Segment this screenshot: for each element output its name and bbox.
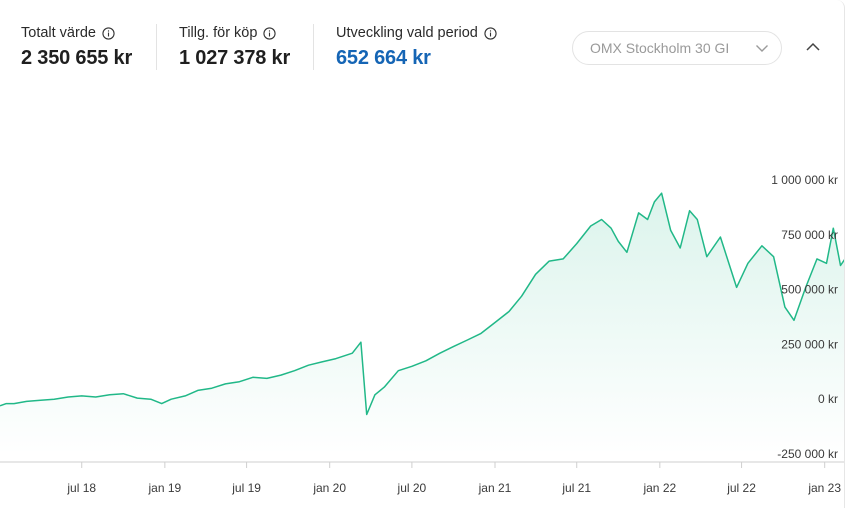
card-border — [837, 0, 845, 508]
y-tick-label: 500 000 kr — [781, 283, 838, 297]
series-line — [0, 192, 845, 416]
stat-label: Tillg. för köp — [179, 25, 258, 41]
x-tick-label: jan 21 — [478, 481, 512, 495]
x-tick-label: jan 20 — [312, 481, 346, 495]
y-tick-label: 0 kr — [818, 392, 838, 406]
x-tick-label: jul 20 — [397, 481, 427, 495]
y-tick-label: -250 000 kr — [777, 447, 838, 461]
y-tick-label: 750 000 kr — [781, 228, 838, 242]
stat-total-value: Totalt värde 2 350 655 kr — [21, 24, 132, 70]
x-tick-label: jan 22 — [642, 481, 676, 495]
stat-label: Totalt värde — [21, 25, 96, 41]
x-tick-label: jan 23 — [807, 481, 841, 495]
info-icon[interactable] — [484, 26, 497, 40]
stat-value: 1 027 378 kr — [179, 47, 291, 69]
stat-label: Utveckling vald period — [336, 25, 478, 41]
summary-stats: Totalt värde 2 350 655 kr Tillg. för köp… — [0, 0, 560, 80]
divider — [313, 24, 314, 70]
x-tick-label: jul 21 — [561, 481, 591, 495]
chevron-up-icon — [806, 42, 820, 51]
info-icon[interactable] — [263, 26, 277, 40]
index-select[interactable]: OMX Stockholm 30 GI — [572, 31, 782, 65]
y-tick-label: 250 000 kr — [781, 337, 838, 351]
stat-value: 2 350 655 kr — [21, 47, 133, 69]
x-tick-label: jul 19 — [231, 481, 261, 495]
collapse-button[interactable] — [800, 36, 826, 58]
series-area — [0, 193, 845, 454]
x-tick-label: jul 22 — [726, 481, 756, 495]
x-tick-label: jul 18 — [66, 481, 96, 495]
x-tick-label: jan 19 — [147, 481, 181, 495]
stat-value: 652 664 kr — [336, 47, 431, 69]
divider — [156, 24, 157, 70]
chevron-down-icon — [756, 45, 768, 52]
y-tick-label: 1 000 000 kr — [771, 173, 838, 187]
info-icon[interactable] — [102, 26, 115, 40]
index-select-value: OMX Stockholm 30 GI — [590, 40, 730, 56]
stat-period-development: Utveckling vald period 652 664 kr — [336, 24, 497, 70]
stat-available-for-purchase: Tillg. för köp 1 027 378 kr — [179, 24, 290, 70]
